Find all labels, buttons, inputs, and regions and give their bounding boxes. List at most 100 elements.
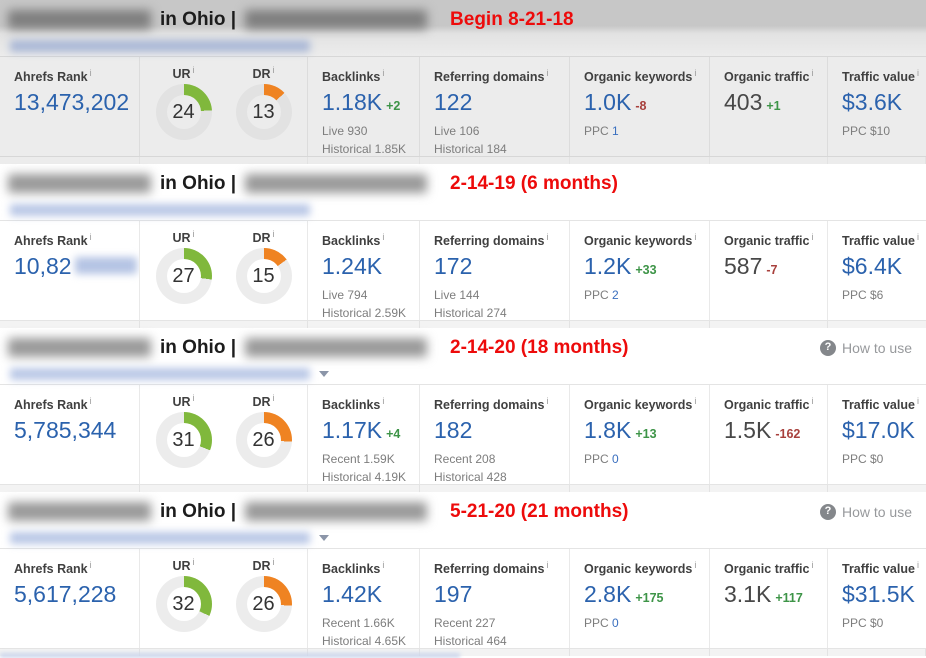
sub-metric: Historical 2.59K — [322, 306, 407, 320]
metric-value: 5,785,344 — [14, 417, 117, 444]
how-to-use-link[interactable]: ? How to use — [819, 339, 912, 356]
sub-metric: Recent 227 — [434, 616, 496, 631]
ur-gauge: UR i 24 — [155, 65, 212, 156]
info-icon[interactable]: i — [272, 393, 275, 403]
info-icon[interactable]: i — [811, 68, 814, 78]
info-icon[interactable]: i — [382, 232, 385, 242]
sub-metric: Live 794 — [322, 288, 368, 303]
info-icon[interactable]: i — [382, 68, 385, 78]
metric-label: Ahrefs Rank i — [14, 560, 92, 577]
metric-value: 587 -7 — [724, 253, 778, 280]
blurred-site-url-link[interactable] — [10, 367, 310, 380]
info-icon[interactable]: i — [192, 65, 195, 75]
info-icon[interactable]: i — [272, 65, 275, 75]
info-icon[interactable]: i — [916, 232, 919, 242]
info-icon[interactable]: i — [811, 396, 814, 406]
ppc-sub-metric: PPC $6 — [842, 288, 884, 303]
info-icon[interactable]: i — [916, 68, 919, 78]
ppc-sub-metric: PPC 0 — [584, 452, 619, 467]
info-icon[interactable]: i — [89, 68, 92, 78]
metric-ahrefs-rank: Ahrefs Rank i 5,617,228 — [0, 549, 140, 648]
sub-metric: Recent 1.66K — [322, 616, 395, 631]
info-icon[interactable]: i — [546, 396, 549, 406]
blurred-site-url-link[interactable] — [10, 39, 310, 52]
metric-label: Referring domains i — [434, 232, 549, 249]
metric-backlinks: Backlinks i 1.24K Live 794 Historical 2.5… — [308, 221, 420, 320]
info-icon[interactable]: i — [694, 232, 697, 242]
info-icon[interactable]: i — [916, 396, 919, 406]
metric-value: 3.1K +117 — [724, 581, 803, 608]
ur-ring: 32 — [155, 576, 212, 633]
dr-value: 26 — [246, 423, 281, 458]
blurred-site-name-2 — [245, 502, 428, 521]
delta-badge: -8 — [635, 99, 647, 114]
blurred-site-name-2 — [245, 338, 428, 357]
info-icon[interactable]: i — [89, 560, 92, 570]
delta-badge: +33 — [635, 263, 657, 278]
metric-label: Organic keywords i — [584, 560, 697, 577]
blurred-site-url-link[interactable] — [10, 531, 310, 544]
ppc-value[interactable]: 0 — [612, 616, 619, 631]
info-icon[interactable]: i — [916, 560, 919, 570]
info-icon[interactable]: i — [811, 560, 814, 570]
metric-value: 5,617,228 — [14, 581, 117, 608]
info-icon[interactable]: i — [89, 396, 92, 406]
sub-metric: Live 144 — [434, 288, 480, 303]
info-icon[interactable]: i — [382, 560, 385, 570]
site-link-line — [10, 366, 912, 381]
metrics-row: Ahrefs Rank i 10,82 UR i 27 DR i 15 — [0, 220, 926, 321]
info-icon[interactable]: i — [382, 396, 385, 406]
page-title: in Ohio | — [160, 172, 237, 194]
panel-header: in Ohio | 5-21-20 (21 months) ? How to u… — [0, 492, 926, 548]
ppc-value[interactable]: 2 — [612, 288, 619, 303]
info-icon[interactable]: i — [546, 68, 549, 78]
info-icon[interactable]: i — [192, 557, 195, 567]
rating-gauges: UR i 31 DR i 26 — [140, 385, 308, 484]
ur-value: 31 — [166, 423, 201, 458]
dr-value: 13 — [246, 95, 281, 130]
metric-value: 1.24K — [322, 253, 383, 280]
sub-metric: Historical 464 — [434, 634, 507, 648]
metric-value: 182 — [434, 417, 473, 444]
chevron-down-icon[interactable] — [319, 370, 329, 377]
metric-organic-keywords: Organic keywords i 1.8K +13 PPC 0 — [570, 385, 710, 484]
metric-backlinks: Backlinks i 1.42K Recent 1.66K Historical… — [308, 549, 420, 648]
dr-label: DR i — [252, 229, 275, 246]
metric-traffic-value: Traffic value i $31.5K PPC $0 — [828, 549, 926, 648]
metric-label: Ahrefs Rank i — [14, 232, 92, 249]
metric-value: 1.17K +4 — [322, 417, 401, 444]
metric-label: Organic traffic i — [724, 68, 814, 85]
metric-value: 1.5K -162 — [724, 417, 801, 444]
ppc-sub-metric: PPC $0 — [842, 452, 884, 467]
metric-ahrefs-rank: Ahrefs Rank i 5,785,344 — [0, 385, 140, 484]
info-icon[interactable]: i — [192, 229, 195, 239]
info-icon[interactable]: i — [546, 232, 549, 242]
info-icon[interactable]: i — [694, 396, 697, 406]
chevron-down-icon[interactable] — [319, 534, 329, 541]
metric-value: 1.2K +33 — [584, 253, 657, 280]
dr-value: 26 — [246, 587, 281, 622]
info-icon[interactable]: i — [694, 68, 697, 78]
rating-gauges: UR i 27 DR i 15 — [140, 221, 308, 320]
info-icon[interactable]: i — [272, 229, 275, 239]
sub-metric: Historical 274 — [434, 306, 507, 320]
blurred-digits — [74, 257, 137, 275]
metric-value: $17.0K — [842, 417, 915, 444]
ppc-sub-metric: PPC $0 — [842, 616, 884, 631]
info-icon[interactable]: i — [192, 393, 195, 403]
how-to-use-link[interactable]: ? How to use — [819, 503, 912, 520]
info-icon[interactable]: i — [811, 232, 814, 242]
sub-metric: Historical 1.85K — [322, 142, 407, 156]
ppc-sub-metric: PPC 0 — [584, 616, 619, 631]
info-icon[interactable]: i — [272, 557, 275, 567]
metric-label: Traffic value i — [842, 560, 919, 577]
ppc-value[interactable]: 0 — [612, 452, 619, 467]
delta-badge: +13 — [635, 427, 657, 442]
panel-header: in Ohio | Begin 8-21-18 ? How to use — [0, 0, 926, 56]
ppc-value[interactable]: 1 — [612, 124, 619, 139]
info-icon[interactable]: i — [694, 560, 697, 570]
blurred-site-url-link[interactable] — [10, 203, 310, 216]
dr-label: DR i — [252, 557, 275, 574]
info-icon[interactable]: i — [546, 560, 549, 570]
info-icon[interactable]: i — [89, 232, 92, 242]
